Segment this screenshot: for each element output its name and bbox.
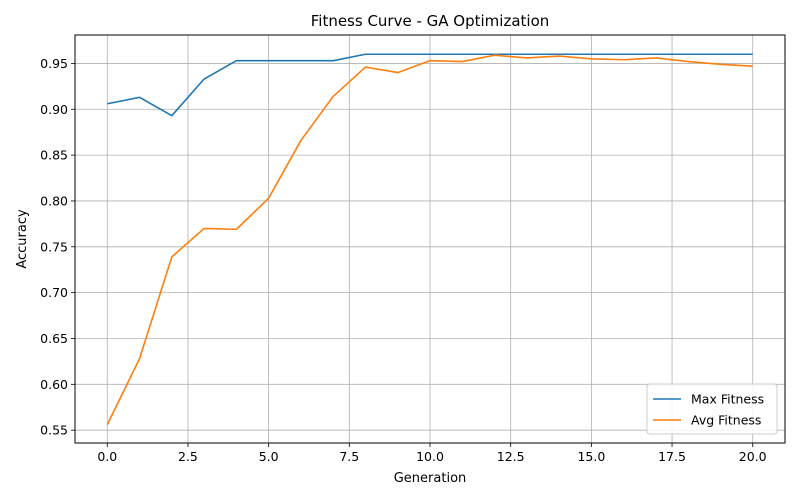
x-tick-label: 2.5 — [178, 449, 198, 464]
legend-box — [646, 383, 778, 435]
x-tick-label: 20.0 — [739, 449, 767, 464]
legend: Max Fitness Avg Fitness — [646, 383, 778, 435]
y-tick-label: 0.90 — [40, 102, 68, 117]
y-tick-label: 0.60 — [40, 377, 68, 392]
y-tick-label: 0.65 — [40, 331, 68, 346]
y-tick-label: 0.70 — [40, 285, 68, 300]
y-tick-label: 0.95 — [40, 56, 68, 71]
legend-label-max-fitness: Max Fitness — [691, 392, 764, 407]
y-tick-label: 0.80 — [40, 193, 68, 208]
y-tick-label: 0.85 — [40, 148, 68, 163]
y-axis-ticks: 0.55 0.60 0.65 0.70 0.75 0.80 0.85 0.90 0.95 — [40, 56, 75, 438]
grid-lines — [75, 35, 785, 443]
x-tick-label: 5.0 — [259, 449, 279, 464]
series-line-avg-fitness — [106, 54, 753, 426]
legend-label-avg-fitness: Avg Fitness — [691, 413, 761, 428]
x-tick-label: 0.0 — [97, 449, 117, 464]
x-tick-label: 17.5 — [658, 449, 686, 464]
x-axis-ticks: 0.0 2.5 5.0 7.5 10.0 12.5 15.0 17.5 20.0 — [97, 443, 767, 464]
y-axis-label: Accuracy — [15, 209, 30, 269]
y-tick-label: 0.55 — [40, 423, 68, 438]
x-tick-label: 7.5 — [339, 449, 359, 464]
y-tick-label: 0.75 — [40, 239, 68, 254]
x-axis-label: Generation — [394, 471, 467, 486]
x-tick-label: 15.0 — [577, 449, 605, 464]
series-line-max-fitness — [107, 53, 753, 117]
chart-title: Fitness Curve - GA Optimization — [311, 12, 550, 30]
series-group — [106, 53, 753, 426]
x-tick-label: 10.0 — [416, 449, 444, 464]
x-tick-label: 12.5 — [497, 449, 525, 464]
